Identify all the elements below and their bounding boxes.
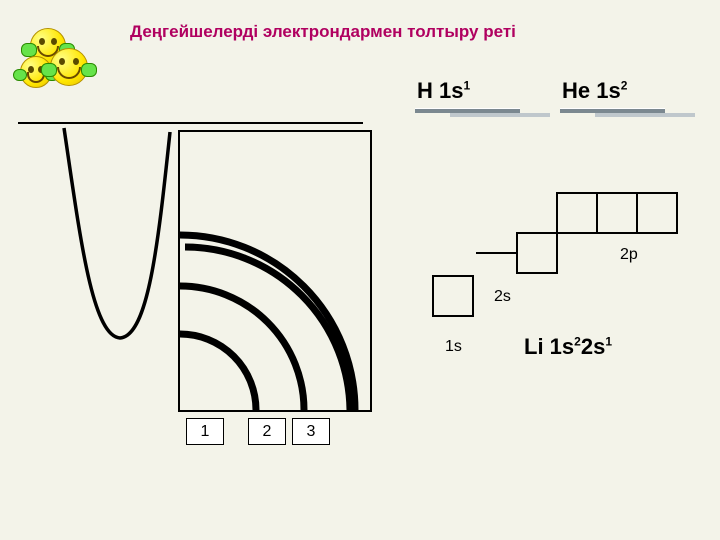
label-1s: 1s (445, 338, 462, 356)
stage: { "colors": { "background": "#f3f3e9", "… (0, 0, 720, 540)
arc-box (178, 130, 372, 412)
box-2p-2 (596, 192, 638, 234)
parabola-curve (50, 126, 180, 356)
underline-H (415, 108, 520, 113)
box-step-a (516, 232, 558, 274)
box-2s (432, 275, 474, 317)
tab-2: 2 (248, 418, 286, 445)
label-He: He 1s2 (562, 78, 627, 104)
box-2p-3 (636, 192, 678, 234)
underline-He (560, 108, 665, 113)
label-Li: Li 1s22s1 (524, 334, 612, 360)
tab-3: 3 (292, 418, 330, 445)
page-title: Деңгейшелерді электрондармен толтыру рет… (130, 22, 516, 42)
box-2p-1 (556, 192, 598, 234)
separator (18, 122, 363, 124)
label-2p: 2p (620, 246, 638, 264)
tab-1: 1 (186, 418, 224, 445)
label-H: H 1s1 (417, 78, 470, 104)
label-2s: 2s (494, 288, 511, 306)
